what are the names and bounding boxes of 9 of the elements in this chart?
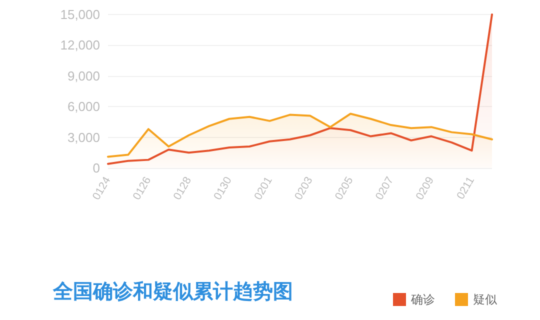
legend-label: 确诊 <box>410 292 435 306</box>
y-tick-label: 9,000 <box>67 68 100 84</box>
text: 全国确诊和疑似累计趋势图 <box>52 279 293 303</box>
y-tick-label: 6,000 <box>67 99 100 114</box>
y-tick-label: 0 <box>92 160 100 176</box>
y-tick-label: 12,000 <box>60 38 100 53</box>
legend-label: 疑似 <box>473 292 497 306</box>
y-tick-label: 3,000 <box>67 130 100 145</box>
y-tick-label: 15,000 <box>60 7 100 22</box>
